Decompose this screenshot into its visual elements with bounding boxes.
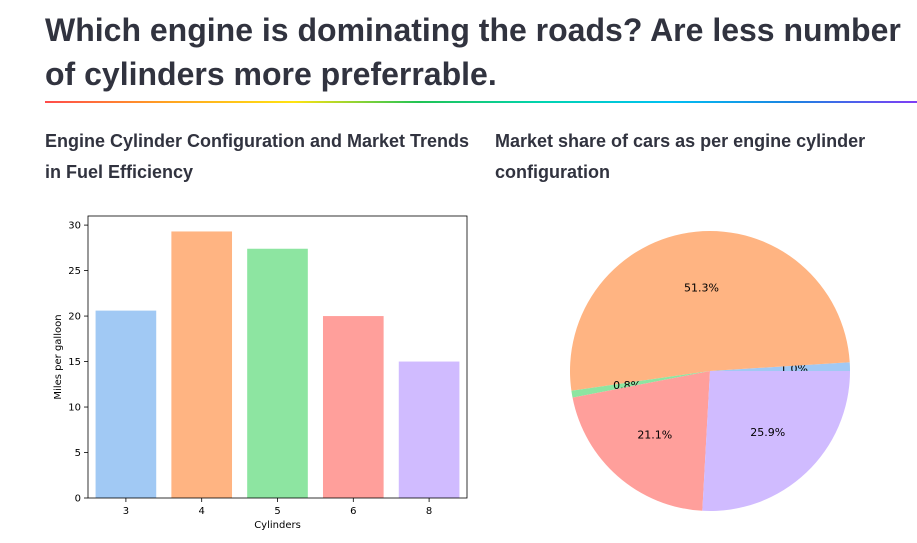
x-tick-label: 8	[426, 506, 432, 517]
pie-chart: 1.0%51.3%0.8%21.1% 25.9%	[570, 231, 850, 511]
pie-pct-label: 21.1%	[637, 428, 672, 441]
y-tick-label: 20	[68, 312, 81, 323]
y-tick-label: 5	[75, 448, 81, 459]
x-axis-label: Cylinders	[254, 520, 301, 531]
x-tick-label: 6	[350, 506, 356, 517]
pie-pct-label: 25.9%	[750, 426, 785, 439]
bar-cyl-4	[171, 231, 233, 498]
bar-cyl-5	[247, 248, 308, 498]
pie-slice-cyl-5	[571, 371, 710, 398]
x-tick-label: 3	[123, 506, 129, 517]
y-tick-label: 0	[75, 494, 81, 505]
pie-pct-label: 51.3%	[684, 281, 719, 294]
pie-slice-cyl-6	[572, 371, 710, 511]
bar-chart: 0 5 10 15 20 25 30 3 4 5 6 8 Cylinders Miles per gall…	[53, 215, 468, 531]
pie-chart-title: Market share of cars as per engine cylin…	[495, 131, 866, 182]
pie-slice-cyl-8	[702, 371, 850, 511]
y-tick-label: 30	[68, 221, 81, 232]
pie-slice-cyl-4	[570, 231, 850, 391]
x-tick-label: 4	[199, 506, 205, 517]
y-tick-label: 25	[68, 266, 81, 277]
bar-cyl-8	[398, 361, 460, 498]
pie-slice-cyl-3	[710, 362, 850, 371]
title-divider	[45, 101, 917, 103]
x-tick-label: 5	[274, 506, 280, 517]
bar-cyl-3	[95, 310, 157, 498]
y-axis-label: Miles per galloon	[53, 314, 64, 399]
bar-chart-title: Engine Cylinder Configuration and Market…	[45, 131, 470, 182]
bar-cyl-6	[322, 316, 384, 498]
y-tick-label: 10	[68, 403, 81, 414]
y-tick-label: 15	[68, 357, 81, 368]
page-title: Which engine is dominating the roads? Ar…	[45, 12, 901, 92]
